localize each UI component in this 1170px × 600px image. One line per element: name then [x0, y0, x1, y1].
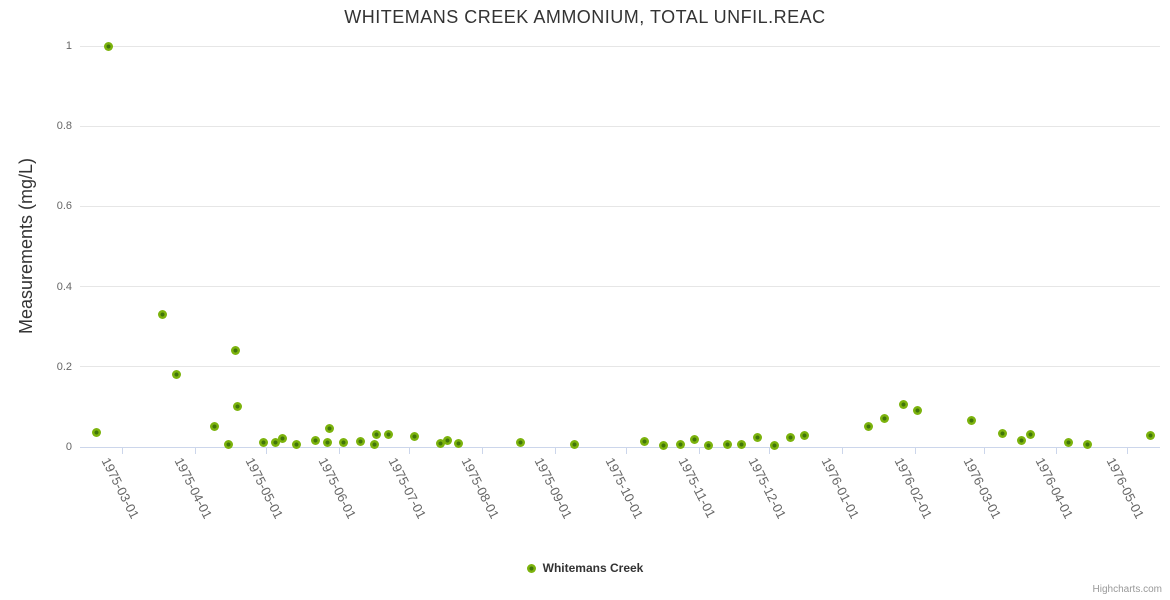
x-axis-tick-label: 1975-04-01 — [171, 455, 216, 522]
data-point[interactable] — [230, 346, 240, 356]
data-point[interactable] — [1146, 431, 1156, 441]
x-axis-tick — [1056, 448, 1058, 454]
data-point[interactable] — [291, 440, 301, 450]
data-point[interactable] — [880, 414, 890, 424]
x-axis-tick-label: 1976-05-01 — [1103, 455, 1148, 522]
data-point[interactable] — [355, 437, 365, 447]
x-axis-tick — [338, 448, 340, 454]
data-point[interactable] — [1016, 436, 1026, 446]
y-gridline — [80, 45, 1160, 47]
y-axis-tick-label: 0 — [65, 441, 72, 453]
x-axis-tick-label: 1975-06-01 — [315, 455, 360, 522]
data-point[interactable] — [997, 429, 1007, 439]
data-point[interactable] — [640, 436, 650, 446]
x-axis-tick-label: 1975-10-01 — [602, 455, 647, 522]
x-axis-tick-label: 1976-02-01 — [891, 455, 936, 522]
data-point[interactable] — [769, 440, 779, 450]
data-point[interactable] — [171, 370, 181, 380]
data-point[interactable] — [322, 438, 332, 448]
data-point[interactable] — [454, 439, 464, 449]
x-axis-tick — [625, 448, 627, 454]
data-point[interactable] — [913, 406, 923, 416]
data-point[interactable] — [659, 440, 669, 450]
x-axis-tick — [698, 448, 700, 454]
data-point[interactable] — [899, 400, 909, 410]
data-point[interactable] — [103, 41, 113, 51]
x-axis-tick — [915, 448, 917, 454]
data-point[interactable] — [277, 433, 287, 443]
data-point[interactable] — [786, 433, 796, 443]
data-point[interactable] — [339, 438, 349, 448]
data-point[interactable] — [689, 435, 699, 445]
y-axis-tick-label: 0.4 — [56, 280, 72, 293]
data-point[interactable] — [409, 432, 419, 442]
data-point[interactable] — [722, 440, 732, 450]
data-point[interactable] — [383, 430, 393, 440]
data-point[interactable] — [270, 438, 280, 448]
x-axis-tick-label: 1976-04-01 — [1033, 455, 1077, 522]
legend-marker-icon — [526, 563, 536, 573]
x-axis-tick — [555, 448, 557, 454]
data-point[interactable] — [1082, 439, 1092, 449]
chart-title: WHITEMANS CREEK AMMONIUM, TOTAL UNFIL.RE… — [344, 7, 826, 27]
data-point[interactable] — [259, 437, 269, 447]
x-axis-tick-label: 1975-12-01 — [746, 455, 790, 522]
data-point[interactable] — [324, 423, 334, 433]
x-axis-tick — [482, 448, 484, 454]
x-axis-tick — [265, 448, 267, 454]
legend-label: Whitemans Creek — [542, 561, 644, 575]
y-axis-tick-label: 0.2 — [56, 360, 72, 373]
y-axis-title: Measurements (mg/L) — [16, 157, 36, 335]
data-point[interactable] — [435, 439, 445, 449]
y-axis-tick-label: 0.6 — [56, 200, 72, 213]
x-axis-tick-label: 1975-11-01 — [675, 455, 719, 521]
data-point[interactable] — [209, 422, 219, 432]
x-axis-tick — [769, 448, 771, 454]
data-point[interactable] — [863, 422, 873, 432]
data-point[interactable] — [569, 440, 579, 450]
x-axis-tick — [409, 448, 411, 454]
data-point[interactable] — [1026, 429, 1036, 439]
data-point[interactable] — [800, 431, 810, 441]
data-point[interactable] — [442, 436, 452, 446]
x-axis-tick-label: 1975-08-01 — [458, 455, 503, 522]
data-point[interactable] — [967, 416, 977, 426]
x-axis-tick — [122, 448, 124, 454]
x-axis-tick-label: 1976-03-01 — [960, 455, 1004, 522]
y-gridline — [80, 286, 1160, 288]
data-point[interactable] — [1063, 438, 1073, 448]
data-point[interactable] — [753, 433, 763, 443]
x-axis-tick — [195, 448, 197, 454]
y-axis-tick-label: 0.8 — [56, 120, 72, 133]
y-gridline — [80, 125, 1160, 127]
data-point[interactable] — [703, 440, 713, 450]
x-axis-tick-label: 1975-09-01 — [531, 455, 576, 522]
x-axis-tick-label: 1975-07-01 — [386, 455, 430, 522]
data-point[interactable] — [157, 310, 167, 320]
x-axis-tick — [983, 448, 985, 454]
x-axis-tick-label: 1975-03-01 — [98, 455, 143, 522]
x-axis-tick-label: 1975-05-01 — [242, 455, 287, 522]
data-point[interactable] — [223, 440, 233, 450]
data-point[interactable] — [233, 402, 243, 412]
y-gridline — [80, 205, 1160, 207]
x-axis-tick — [1127, 448, 1129, 454]
y-gridline — [80, 366, 1160, 368]
x-axis-line — [80, 447, 1160, 448]
legend-item-whitemans-creek[interactable]: Whitemans Creek — [0, 561, 1170, 575]
data-point[interactable] — [310, 435, 320, 445]
x-axis-tick — [842, 448, 844, 454]
data-point[interactable] — [369, 439, 379, 449]
highcharts-credits-link[interactable]: Highcharts.com — [1092, 584, 1162, 595]
x-axis-tick-label: 1976-01-01 — [818, 455, 863, 522]
data-point[interactable] — [675, 440, 685, 450]
data-point[interactable] — [371, 429, 381, 439]
data-point[interactable] — [91, 428, 101, 438]
data-point[interactable] — [515, 438, 525, 448]
y-axis-tick-label: 1 — [65, 40, 72, 52]
data-point[interactable] — [736, 440, 746, 450]
